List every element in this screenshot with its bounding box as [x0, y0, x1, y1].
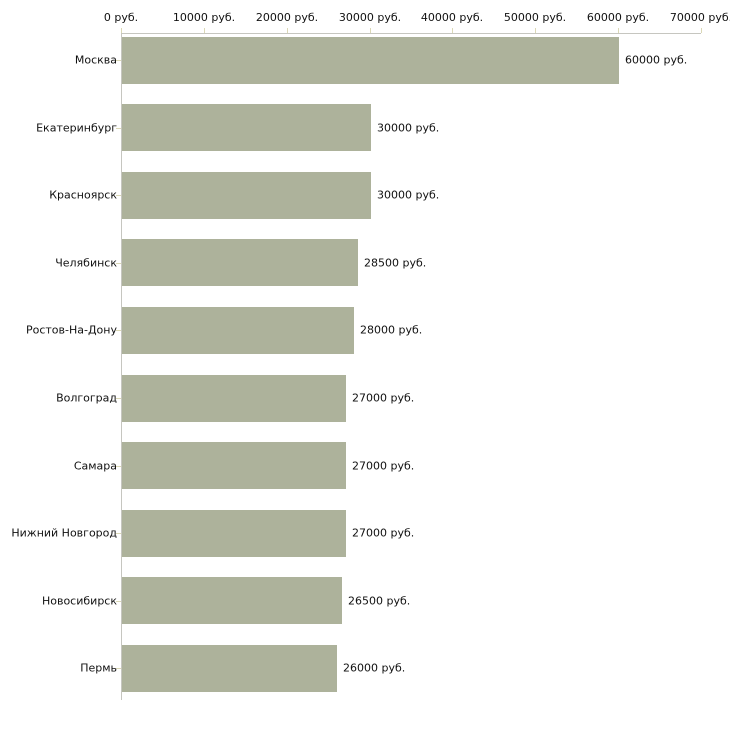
category-label: Ростов-На-Дону — [25, 323, 117, 337]
y-axis-tick — [116, 533, 121, 534]
bar-value-label: 60000 руб. — [625, 53, 688, 67]
category-label: Самара — [73, 459, 117, 473]
x-axis-tick-label: 10000 руб. — [172, 11, 236, 24]
bar-value-label: 26500 руб. — [348, 594, 411, 608]
category-label: Новосибирск — [41, 594, 117, 608]
y-axis-tick — [116, 398, 121, 399]
bar-value-label: 27000 руб. — [352, 391, 415, 405]
x-axis-tick — [204, 28, 205, 33]
x-axis-line — [121, 33, 701, 34]
x-axis-tick — [370, 28, 371, 33]
bar-value-label: 28500 руб. — [364, 256, 427, 270]
x-axis-tick — [535, 28, 536, 33]
x-axis-tick — [618, 28, 619, 33]
category-label: Нижний Новгород — [11, 526, 117, 540]
y-axis-tick — [116, 60, 121, 61]
bar — [122, 577, 342, 624]
y-axis-tick — [116, 263, 121, 264]
bar — [122, 442, 346, 489]
x-axis-tick — [452, 28, 453, 33]
x-axis-tick-label: 0 руб. — [103, 11, 139, 24]
category-label: Пермь — [80, 661, 117, 675]
x-axis-tick-label: 30000 руб. — [338, 11, 402, 24]
bar-value-label: 30000 руб. — [377, 121, 440, 135]
category-label: Красноярск — [49, 188, 117, 202]
bar-value-label: 27000 руб. — [352, 459, 415, 473]
bar-value-label: 30000 руб. — [377, 188, 440, 202]
bar — [122, 375, 346, 422]
x-axis-tick-label: 40000 руб. — [420, 11, 484, 24]
bar — [122, 104, 371, 151]
bar-value-label: 28000 руб. — [360, 323, 423, 337]
category-label: Волгоград — [56, 391, 117, 405]
bar — [122, 239, 358, 286]
x-axis-tick — [287, 28, 288, 33]
bar — [122, 37, 619, 84]
x-axis-tick-label: 20000 руб. — [255, 11, 319, 24]
bar-value-label: 27000 руб. — [352, 526, 415, 540]
bar — [122, 645, 337, 692]
bar — [122, 172, 371, 219]
y-axis-tick — [116, 330, 121, 331]
y-axis-tick — [116, 128, 121, 129]
bar-value-label: 26000 руб. — [343, 661, 406, 675]
bar — [122, 510, 346, 557]
y-axis-tick — [116, 601, 121, 602]
category-label: Москва — [74, 53, 117, 67]
category-label: Екатеринбург — [36, 121, 117, 135]
y-axis-tick — [116, 668, 121, 669]
x-axis-tick — [121, 28, 122, 33]
bar — [122, 307, 354, 354]
x-axis-tick-label: 60000 руб. — [586, 11, 650, 24]
y-axis-tick — [116, 466, 121, 467]
y-axis-line — [121, 33, 122, 700]
x-axis-tick-label: 70000 руб. — [669, 11, 730, 24]
category-label: Челябинск — [55, 256, 117, 270]
x-axis-tick — [701, 28, 702, 33]
x-axis-tick-label: 50000 руб. — [503, 11, 567, 24]
y-axis-tick — [116, 195, 121, 196]
